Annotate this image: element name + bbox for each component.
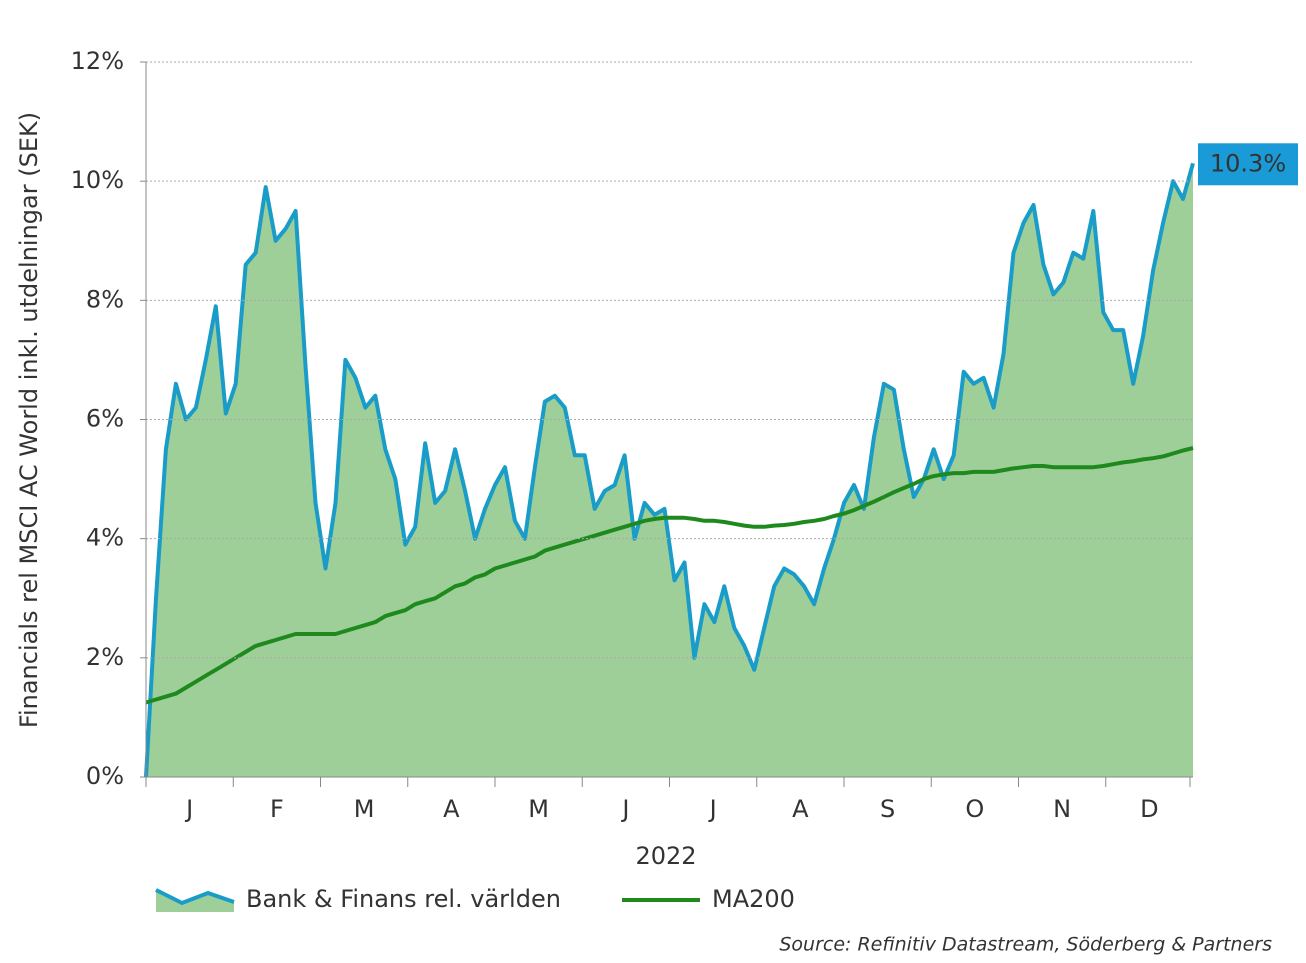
line [145,446,1194,705]
callout: 10.3% [1198,143,1298,186]
x-axis-label: 2022 [635,842,696,870]
x-tick-label: O [965,795,984,823]
source: Source: Refinitiv Datastream, Söderberg … [779,934,1272,956]
callout-box [1198,143,1298,186]
x-tick-label: D [1140,795,1158,823]
legend-swatch [156,890,234,912]
x-tick-label: F [270,795,284,823]
x-tick-label: M [528,795,549,823]
x-tick-label: J [184,795,193,823]
y-axis-label: Financials rel MSCI AC World inkl. utdel… [15,112,43,728]
legend: Bank & Finans rel. världen MA200 [155,885,795,913]
legend-label: MA200 [712,885,795,913]
y-tick-label: 10% [71,166,124,194]
legend-label: Bank & Finans rel. världen [246,885,561,913]
y-tick-label: 12% [71,47,124,75]
y-tick-label: 6% [86,405,124,433]
y-tick-label: 2% [86,643,124,671]
x-tick-label: J [708,795,717,823]
x-tick-label: M [354,795,375,823]
legend-swatch-line [155,888,235,906]
x-tick-label: A [443,795,460,823]
y-tick-label: 4% [86,524,124,552]
area [146,163,1193,778]
x-tick-label: J [620,795,629,823]
grid [146,61,1193,659]
y-tick-label: 0% [86,762,124,790]
callout-label: 10.3% [1210,149,1286,177]
y-tick-label: 8% [86,285,124,313]
x-tick-label: S [880,795,895,823]
x-tick-label: N [1053,795,1071,823]
area-line [144,162,1195,778]
x-tick-label: A [792,795,809,823]
